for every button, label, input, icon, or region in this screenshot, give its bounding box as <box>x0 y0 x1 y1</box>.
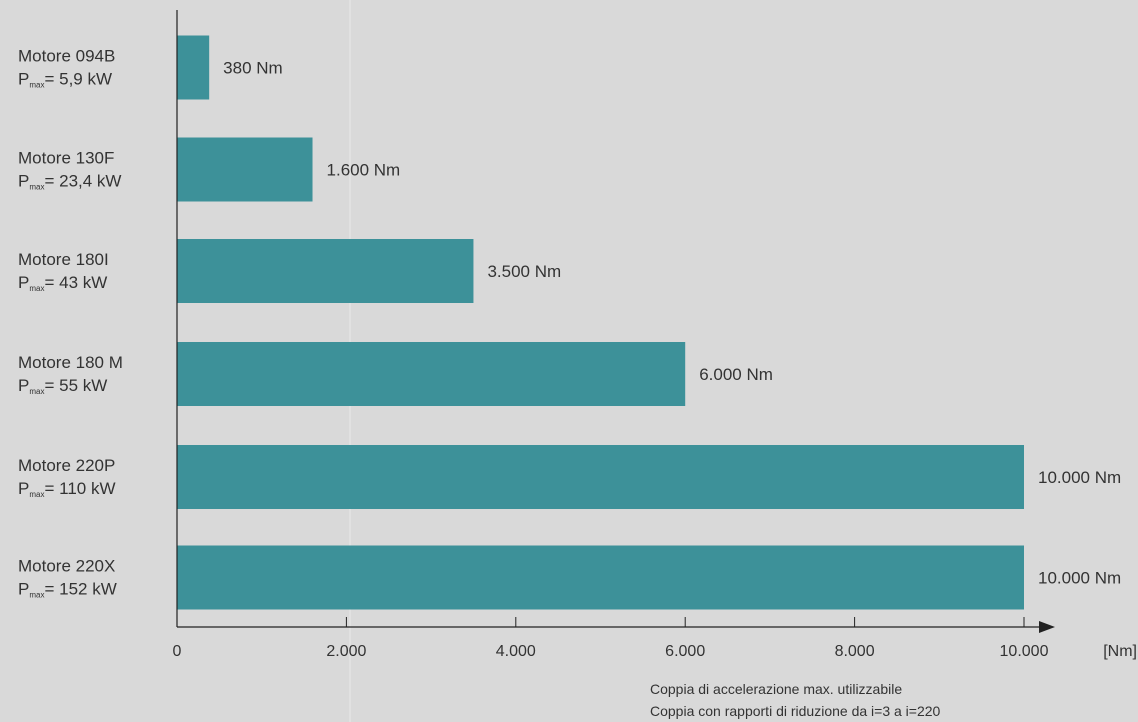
bar-value-label: 10.000 Nm <box>1038 468 1121 487</box>
bar <box>177 35 210 100</box>
category-power-label: Pmax= 55 kW <box>18 376 107 396</box>
bar-value-label: 10.000 Nm <box>1038 569 1121 588</box>
category-label: Motore 180 M <box>18 353 123 372</box>
x-tick-label: 10.000 <box>1000 643 1049 660</box>
axis-layer: [Nm] <box>176 10 1137 660</box>
category-power-label: Pmax= 110 kW <box>18 479 116 499</box>
bar-value-label: 3.500 Nm <box>487 262 561 281</box>
category-power-label: Pmax= 23,4 kW <box>18 172 121 192</box>
x-tick-label: 0 <box>173 643 182 660</box>
x-tick-label: 4.000 <box>496 643 536 660</box>
footnote: Coppia di accelerazione max. utilizzabil… <box>650 681 941 719</box>
ticks-layer: 0 2.000 4.000 6.000 8.000 10.000 <box>173 617 1049 660</box>
x-axis-arrow-icon <box>1039 621 1055 633</box>
category-label: Motore 130F <box>18 149 114 168</box>
category-power-label: Pmax= 43 kW <box>18 273 107 293</box>
category-power-label: Pmax= 152 kW <box>18 580 117 600</box>
bar <box>177 342 686 406</box>
bar <box>177 545 1024 610</box>
x-axis-unit-label: [Nm] <box>1103 643 1137 660</box>
bar-value-label: 380 Nm <box>223 59 283 78</box>
bar <box>177 137 313 202</box>
bars-layer <box>177 35 1024 610</box>
labels-layer: 380 Nm Motore 094B Pmax= 5,9 kW 1.600 Nm Mot… <box>18 47 1121 600</box>
bar-value-label: 6.000 Nm <box>699 365 773 384</box>
category-power-label: Pmax= 5,9 kW <box>18 70 112 90</box>
x-tick-label: 8.000 <box>835 643 875 660</box>
x-tick-label: 6.000 <box>665 643 705 660</box>
category-label: Motore 180I <box>18 250 109 269</box>
bar <box>177 239 474 303</box>
bar <box>177 445 1024 509</box>
x-tick-label: 2.000 <box>326 643 366 660</box>
category-label: Motore 094B <box>18 47 115 66</box>
bar-value-label: 1.600 Nm <box>327 161 401 180</box>
footnote-line-1: Coppia di accelerazione max. utilizzabil… <box>650 681 902 697</box>
footnote-line-2: Coppia con rapporti di riduzione da i=3 … <box>650 703 941 719</box>
category-label: Motore 220P <box>18 456 115 475</box>
category-label: Motore 220X <box>18 557 115 576</box>
